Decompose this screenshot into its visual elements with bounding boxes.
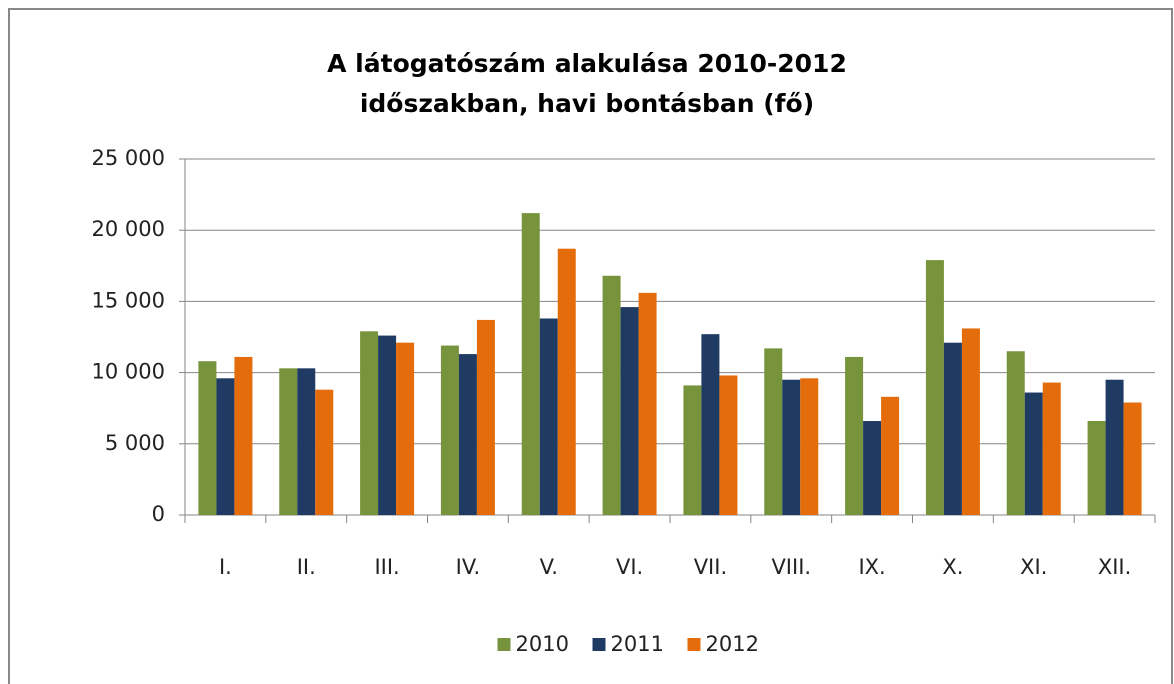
bar <box>1024 392 1043 515</box>
bar <box>800 378 819 515</box>
bar <box>925 260 944 515</box>
bar <box>863 421 882 515</box>
chart-title: A látogatószám alakulása 2010-2012 idősz… <box>327 49 847 118</box>
x-tick-label: IV. <box>456 555 481 579</box>
bar <box>458 354 477 515</box>
bar <box>1105 379 1124 515</box>
x-tick-label: VIII. <box>771 555 811 579</box>
bar <box>198 361 217 515</box>
bar <box>719 375 738 515</box>
bar <box>683 385 702 515</box>
bar <box>943 342 962 515</box>
bar <box>1006 351 1025 515</box>
y-tick-label: 5 000 <box>105 431 165 455</box>
bar <box>476 319 495 515</box>
x-tick-label: II. <box>297 555 316 579</box>
legend-swatch <box>592 638 606 651</box>
bar <box>620 307 639 515</box>
bar <box>315 389 334 515</box>
y-tick-label: 0 <box>152 502 165 526</box>
x-tick-label: XI. <box>1020 555 1047 579</box>
y-tick-label: 20 000 <box>92 217 165 241</box>
bar <box>521 213 540 515</box>
x-tick-label: XII. <box>1098 555 1131 579</box>
legend-label: 2010 <box>516 632 569 656</box>
bar <box>782 379 801 515</box>
bar <box>1123 402 1142 515</box>
x-tick-label: VI. <box>616 555 643 579</box>
bar <box>216 378 235 515</box>
legend-label: 2011 <box>611 632 664 656</box>
x-tick-label: V. <box>540 555 558 579</box>
x-tick-label: X. <box>942 555 963 579</box>
bar <box>279 368 298 515</box>
legend-label: 2012 <box>706 632 759 656</box>
bar <box>297 368 316 515</box>
x-tick-label: VII. <box>694 555 727 579</box>
x-tick-label: I. <box>219 555 232 579</box>
x-tick-label: IX. <box>858 555 885 579</box>
y-tick-label: 15 000 <box>92 288 165 312</box>
legend-swatch <box>497 638 511 651</box>
y-tick-label: 10 000 <box>92 360 165 384</box>
bar <box>701 334 720 515</box>
bar <box>360 331 379 515</box>
bar <box>1042 382 1061 515</box>
bar <box>845 356 864 515</box>
x-tick-label: III. <box>374 555 399 579</box>
bar <box>378 335 397 515</box>
bar <box>440 345 459 515</box>
chart-frame <box>8 8 1173 684</box>
bar <box>539 318 558 515</box>
bar <box>638 292 657 515</box>
bar <box>234 356 253 515</box>
bar <box>602 275 621 515</box>
bar <box>1087 421 1106 515</box>
legend-swatch <box>687 638 701 651</box>
bar <box>881 396 900 515</box>
bar <box>961 328 980 515</box>
bar <box>557 248 576 515</box>
bar <box>396 342 415 515</box>
y-tick-label: 25 000 <box>92 146 165 170</box>
bar <box>764 348 783 515</box>
